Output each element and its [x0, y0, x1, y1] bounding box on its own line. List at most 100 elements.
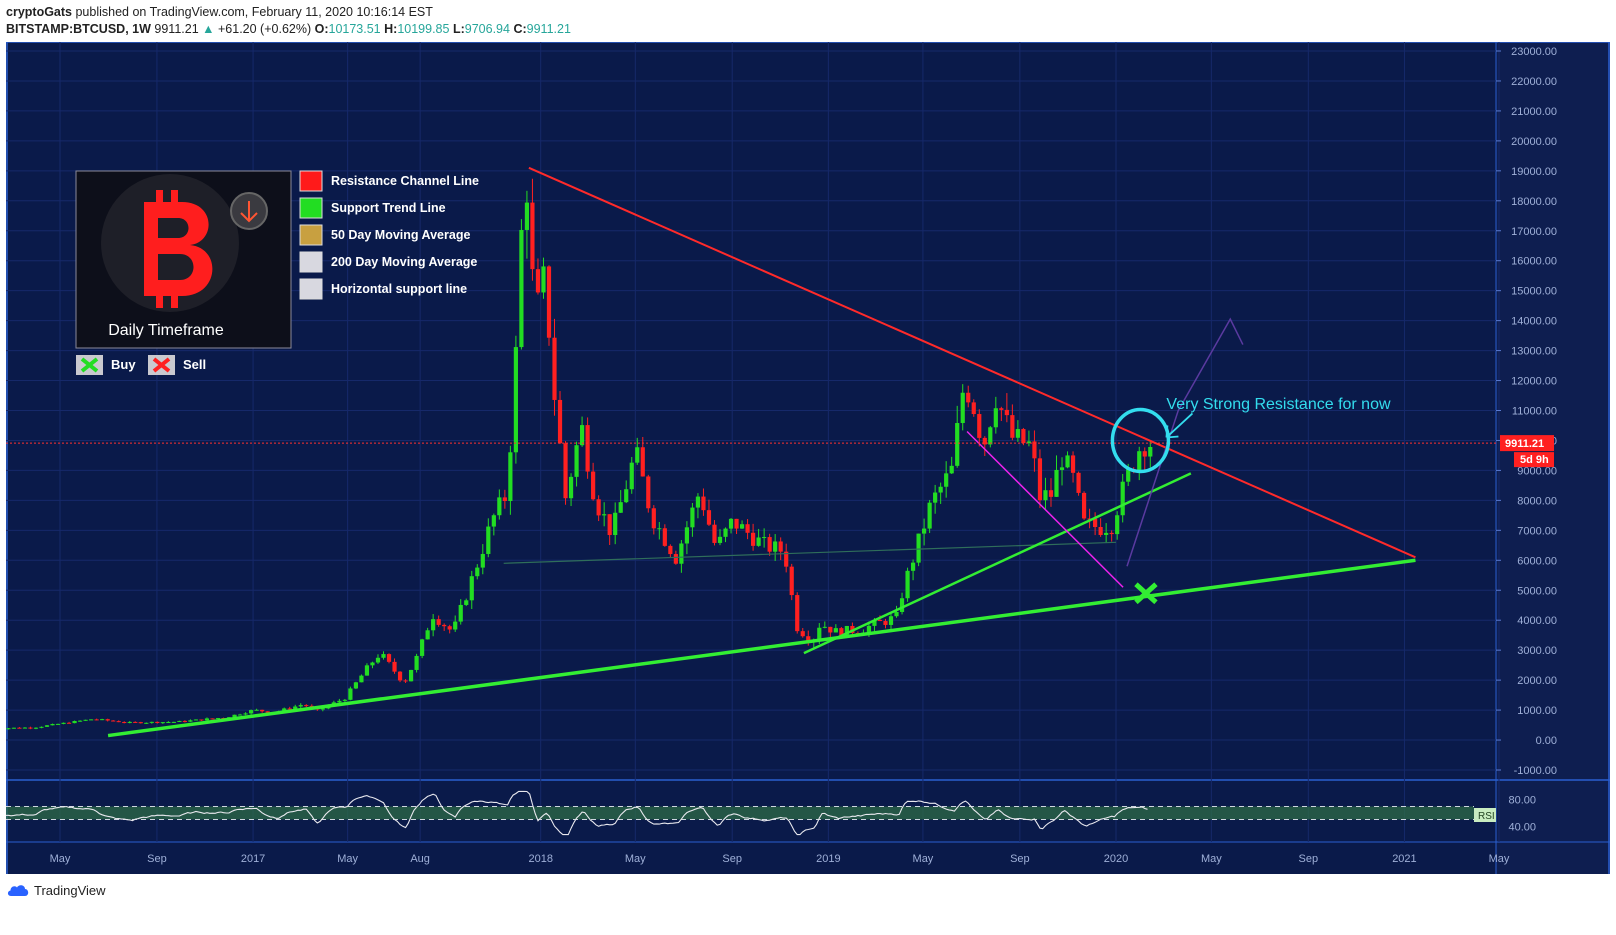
y-tick-label: 19000.00: [1511, 166, 1557, 178]
candle-body: [508, 452, 513, 502]
candle-body: [988, 427, 993, 445]
candle-body: [591, 471, 596, 500]
candle-body: [872, 619, 877, 626]
candle-body: [1065, 455, 1070, 468]
candle-body: [778, 541, 783, 552]
candle-body: [182, 720, 188, 722]
candle-body: [39, 726, 44, 728]
candle-body: [933, 492, 938, 503]
y-tick-label: 1000.00: [1517, 705, 1557, 717]
candle-body: [905, 570, 910, 599]
annotation-text[interactable]: Very Strong Resistance for now: [1166, 396, 1391, 413]
chart-area[interactable]: 23000.00 22000.00 21000.00 20000.00 19000.00…: [6, 42, 1610, 874]
tradingview-cloud-icon: [7, 885, 29, 896]
candle-body: [541, 266, 546, 293]
y-tick-label: 9000.00: [1517, 465, 1557, 477]
candle-body: [712, 524, 717, 543]
candle-body: [662, 528, 667, 546]
chart-background: [6, 42, 1610, 874]
candle-body: [337, 700, 342, 703]
rsi-tick-label: 40.00: [1508, 822, 1536, 834]
buy-signal-icon[interactable]: [1134, 582, 1158, 605]
high-value: 10199.85: [397, 22, 450, 36]
candle-body: [828, 626, 833, 633]
x-tick-label: Aug: [410, 853, 430, 865]
candle-body: [519, 229, 524, 348]
support-trend-line-long[interactable]: [107, 558, 1416, 738]
projection-arrow[interactable]: [1126, 317, 1244, 567]
candle-body: [298, 705, 303, 707]
candle-body: [17, 727, 22, 729]
x-tick-label: 2017: [241, 853, 265, 865]
last-price-tag-label: 9911.21: [1505, 438, 1544, 450]
y-tick-label: 8000.00: [1517, 495, 1557, 507]
author-name[interactable]: cryptoGats: [6, 5, 72, 19]
falling-wedge-line[interactable]: [966, 430, 1124, 588]
publish-info: cryptoGats published on TradingView.com,…: [6, 5, 433, 19]
resistance-channel-line[interactable]: [528, 166, 1416, 559]
candle-body: [999, 408, 1004, 410]
y-tick-label: 17000.00: [1511, 226, 1557, 238]
candle-body: [100, 719, 105, 721]
candle-body: [133, 721, 138, 723]
candle-body: [618, 502, 623, 513]
candle-body: [602, 514, 607, 516]
legend-swatch: [299, 278, 323, 300]
candle-body: [127, 721, 132, 723]
candle-body: [524, 202, 530, 230]
horizontal-support-line[interactable]: [503, 541, 1117, 564]
y-tick-label: 12000.00: [1511, 376, 1557, 388]
rsi-band: [6, 806, 1474, 820]
candle-body: [1015, 429, 1020, 438]
candle-body: [966, 392, 971, 403]
candle-body: [1120, 481, 1125, 516]
y-tick-label: 6000.00: [1517, 555, 1557, 567]
candle-body: [833, 628, 838, 633]
x-tick-label: Sep: [1010, 853, 1030, 865]
candle-body: [166, 722, 171, 724]
candle-body: [579, 425, 585, 446]
y-tick-label: 13000.00: [1511, 346, 1557, 358]
candle-body: [475, 567, 480, 577]
candle-body: [899, 598, 905, 612]
annotation-arrow: [1165, 412, 1194, 439]
candle-body: [513, 347, 518, 453]
candle-body: [1021, 429, 1026, 444]
legend: Resistance Channel Line Support Trend Lin…: [299, 170, 479, 300]
candle-body: [83, 719, 88, 721]
candle-body: [657, 528, 662, 530]
resistance-highlight-circle[interactable]: [1110, 407, 1171, 474]
candle-body: [44, 725, 50, 727]
candle-body: [927, 502, 932, 529]
y-tick-label: -1000.00: [1514, 765, 1557, 777]
candle-body: [480, 553, 485, 568]
candle-body: [679, 543, 684, 564]
rsi-tick-label: 80.00: [1508, 795, 1536, 807]
candle-body: [723, 528, 728, 537]
candle-body: [1010, 415, 1015, 438]
candle-body: [72, 721, 77, 724]
candle-body: [386, 654, 392, 662]
candle-body: [381, 654, 386, 658]
candle-body: [552, 337, 557, 400]
candle-body: [265, 711, 270, 713]
sell-x-icon: [152, 357, 171, 373]
low-label: L:: [452, 22, 465, 36]
candle-body: [993, 408, 998, 428]
candle-body: [232, 714, 237, 718]
candle-body: [739, 524, 745, 529]
candle-body: [22, 727, 28, 729]
candle-body: [403, 680, 408, 682]
candle-body: [1048, 490, 1054, 497]
candle-body: [596, 499, 601, 516]
candle-body: [883, 621, 888, 625]
tradingview-footer[interactable]: TradingView: [6, 880, 106, 900]
candle-body: [673, 554, 678, 564]
candle-body: [61, 722, 66, 724]
candle-body: [888, 616, 894, 625]
time-axis[interactable]: May Sep 2017 May Aug 2018 May Sep 2019 May Sep 2020…: [50, 853, 1510, 865]
legend-label: 50 Day Moving Average: [331, 228, 470, 242]
candle-body: [89, 719, 94, 721]
candle-body: [624, 489, 629, 503]
support-trend-line-short[interactable]: [803, 472, 1192, 655]
